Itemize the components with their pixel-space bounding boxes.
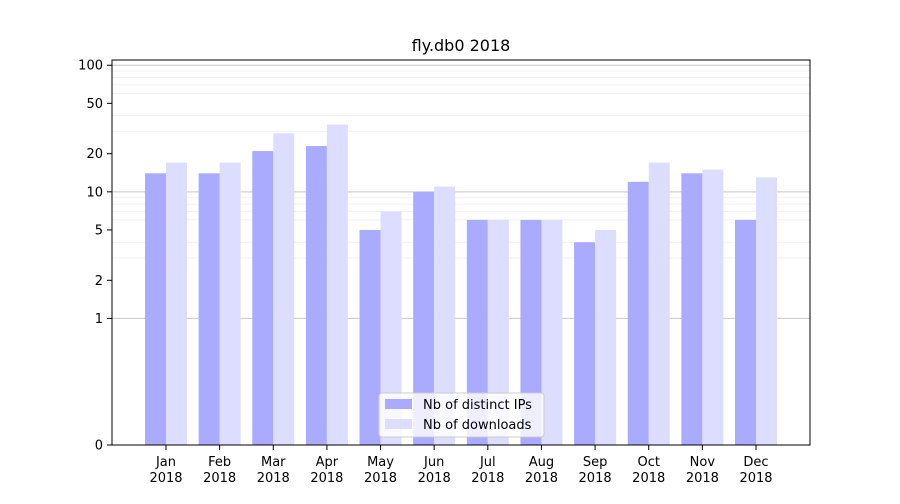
bar-distinct-ips: [627, 181, 649, 445]
bar-distinct-ips: [305, 146, 327, 445]
x-tick-label: 2018: [257, 471, 290, 486]
tick-labels: Jan2018Feb2018Mar2018Apr2018May2018Jun20…: [78, 59, 772, 486]
bar-distinct-ips: [359, 229, 381, 445]
bar-distinct-ips: [145, 173, 166, 445]
legend: Nb of distinct IPs Nb of downloads: [378, 392, 545, 438]
x-tick-label: 2018: [418, 471, 451, 486]
x-tick-label: Aug: [529, 455, 554, 470]
y-tick-label: 20: [86, 147, 103, 162]
x-tick-label: Jul: [479, 455, 496, 470]
bar-distinct-ips: [735, 219, 756, 445]
x-tick-label: 2018: [310, 471, 343, 486]
x-tick-label: 2018: [579, 471, 612, 486]
x-tick-label: Sep: [583, 455, 608, 470]
bar-downloads: [595, 229, 617, 445]
x-tick-label: 2018: [149, 471, 182, 486]
bar-downloads: [434, 186, 456, 446]
bars: [145, 124, 777, 446]
legend-label: Nb of distinct IPs: [423, 398, 532, 413]
bar-distinct-ips: [413, 191, 435, 445]
x-tick-label: Nov: [690, 455, 716, 470]
x-tick-label: 2018: [632, 471, 665, 486]
x-tick-label: Jun: [423, 455, 444, 470]
bar-distinct-ips: [574, 242, 596, 445]
bar-downloads: [166, 162, 187, 445]
y-tick-label: 50: [86, 97, 103, 112]
y-tick-label: 100: [78, 59, 103, 74]
bar-distinct-ips: [520, 219, 542, 445]
y-tick-label: 0: [95, 439, 103, 454]
chart-title: fly.db0 2018: [412, 36, 511, 55]
x-tick-label: Feb: [208, 455, 231, 470]
bar-downloads: [326, 124, 348, 445]
bar-distinct-ips: [681, 173, 703, 445]
x-tick-label: 2018: [739, 471, 772, 486]
y-tick-label: 1: [95, 312, 103, 327]
x-tick-label: 2018: [525, 471, 558, 486]
legend-label: Nb of downloads: [423, 418, 532, 433]
legend-swatch: [385, 399, 412, 409]
legend-box: [378, 392, 545, 438]
legend-swatch: [385, 419, 412, 429]
x-tick-label: 2018: [364, 471, 397, 486]
y-tick-label: 2: [95, 274, 103, 289]
bar-distinct-ips: [252, 151, 274, 445]
bar-downloads: [219, 162, 241, 445]
axes: [107, 59, 811, 450]
bar-distinct-ips: [466, 219, 488, 445]
bar-downloads: [487, 219, 509, 445]
x-tick-label: 2018: [471, 471, 504, 486]
bar-downloads: [380, 211, 402, 445]
x-tick-label: Dec: [743, 455, 768, 470]
bar-downloads: [541, 219, 563, 445]
bar-downloads: [648, 162, 670, 445]
bar-distinct-ips: [198, 173, 220, 445]
x-tick-label: May: [367, 455, 394, 470]
x-tick-label: Apr: [316, 455, 339, 470]
plot-frame: [111, 59, 811, 446]
y-tick-label: 5: [95, 223, 103, 238]
x-tick-label: Jan: [155, 455, 176, 470]
bar-downloads: [756, 177, 777, 446]
x-tick-label: 2018: [686, 471, 719, 486]
x-tick-label: 2018: [203, 471, 236, 486]
y-tick-label: 10: [86, 185, 103, 200]
x-tick-label: Oct: [637, 455, 659, 470]
bar-downloads: [273, 133, 295, 445]
x-tick-label: Mar: [261, 455, 286, 470]
bar-downloads: [702, 169, 724, 445]
